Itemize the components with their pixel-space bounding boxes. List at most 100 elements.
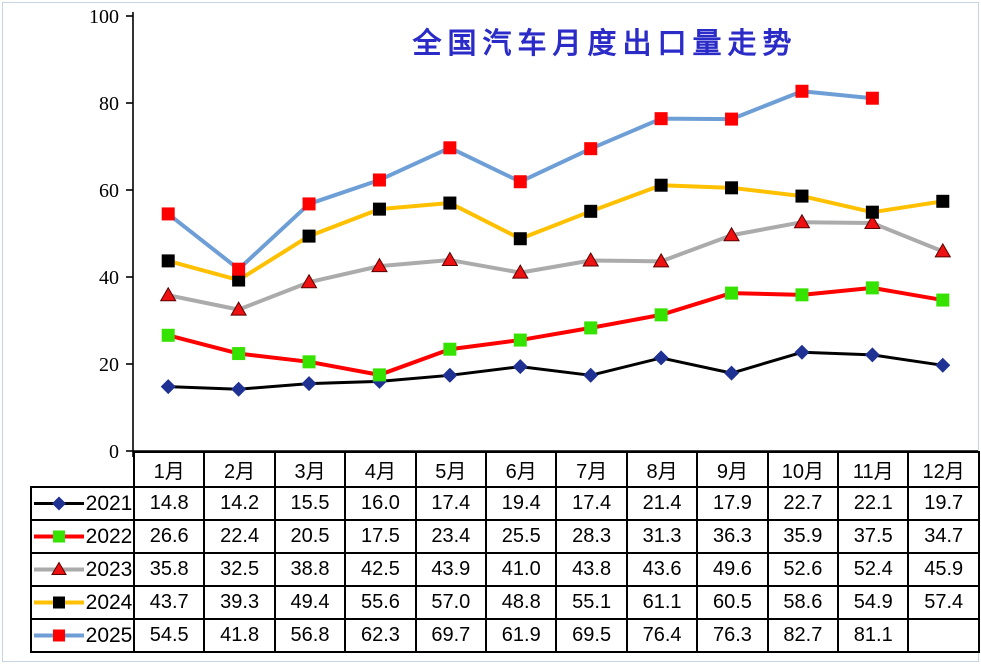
- legend-swatch-icon: [33, 629, 84, 642]
- data-table: 1月 2月 3月 4月 5月 6月 7月 8月 9月 10月 11月 12月 2021 14.8 14.2…: [30, 451, 980, 653]
- table-row: 2025 54.5 41.8 56.8 62.3 69.7 61.9 69.5 76.4 76.3…: [30, 618, 980, 653]
- svg-text:40: 40: [99, 267, 119, 289]
- value-cell: 48.8: [485, 585, 558, 620]
- value-cell: [907, 618, 980, 653]
- series-year-label: 2023: [85, 558, 133, 581]
- value-cell: 16.0: [344, 486, 417, 521]
- value-cell: 76.3: [696, 618, 769, 653]
- month-header: 7月: [555, 451, 628, 488]
- value-cell: 26.6: [132, 519, 206, 554]
- value-cell: 19.4: [485, 486, 558, 521]
- value-cell: 61.1: [625, 585, 699, 620]
- value-cell: 14.2: [203, 486, 276, 521]
- legend-item: 2022: [30, 519, 135, 554]
- table-body: 2021 14.8 14.2 15.5 16.0 17.4 19.4 17.4 21.4 17.9…: [30, 486, 980, 653]
- value-cell: 49.6: [696, 552, 769, 587]
- value-cell: 41.8: [203, 618, 276, 653]
- value-cell: 34.7: [907, 519, 980, 554]
- value-cell: 31.3: [625, 519, 699, 554]
- table-row: 2023 35.8 32.5 38.8 42.5 43.9 41.0 43.8 43.6 49.6…: [30, 552, 980, 587]
- value-cell: 17.9: [696, 486, 769, 521]
- month-header: 10月: [766, 451, 840, 488]
- value-cell: 49.4: [273, 585, 347, 620]
- month-header: 3月: [273, 451, 347, 488]
- month-header: 8月: [625, 451, 699, 488]
- legend-swatch-icon: [33, 561, 84, 575]
- value-cell: 52.4: [837, 552, 910, 587]
- chart-title: 全国汽车月度出口量走势: [412, 26, 798, 60]
- month-header: 11月: [837, 451, 910, 488]
- value-cell: 54.5: [132, 618, 206, 653]
- value-cell: 61.9: [485, 618, 558, 653]
- value-cell: 14.8: [132, 486, 206, 521]
- value-cell: 22.7: [766, 486, 840, 521]
- svg-text:20: 20: [99, 354, 119, 376]
- chart-content: 0 20 40 60 80 100: [89, 6, 979, 463]
- value-cell: 17.5: [344, 519, 417, 554]
- month-header: 1月: [132, 451, 206, 488]
- month-header: 4月: [344, 451, 417, 488]
- value-cell: 69.5: [555, 618, 628, 653]
- value-cell: 38.8: [273, 552, 347, 587]
- value-cell: 37.5: [837, 519, 910, 554]
- value-cell: 58.6: [766, 585, 840, 620]
- value-cell: 76.4: [625, 618, 699, 653]
- value-cell: 36.3: [696, 519, 769, 554]
- value-cell: 20.5: [273, 519, 347, 554]
- value-cell: 57.0: [414, 585, 488, 620]
- value-cell: 45.9: [907, 552, 980, 587]
- value-cell: 15.5: [273, 486, 347, 521]
- value-cell: 32.5: [203, 552, 276, 587]
- table-row: 2021 14.8 14.2 15.5 16.0 17.4 19.4 17.4 21.4 17.9…: [30, 486, 980, 521]
- value-cell: 43.9: [414, 552, 488, 587]
- value-cell: 82.7: [766, 618, 840, 653]
- value-cell: 81.1: [837, 618, 910, 653]
- legend-item: 2025: [30, 618, 135, 653]
- legend-item: 2021: [30, 486, 135, 521]
- value-cell: 21.4: [625, 486, 699, 521]
- series-year-label: 2021: [85, 492, 133, 515]
- legend-swatch-icon: [33, 530, 84, 543]
- value-cell: 22.1: [837, 486, 910, 521]
- value-cell: 17.4: [414, 486, 488, 521]
- value-cell: 25.5: [485, 519, 558, 554]
- value-cell: 60.5: [696, 585, 769, 620]
- value-cell: 57.4: [907, 585, 980, 620]
- table-corner: [31, 452, 134, 487]
- month-header: 12月: [907, 451, 980, 488]
- legend-swatch-icon: [33, 596, 84, 609]
- value-cell: 43.7: [132, 585, 206, 620]
- month-header: 6月: [485, 451, 558, 488]
- value-cell: 62.3: [344, 618, 417, 653]
- value-cell: 69.7: [414, 618, 488, 653]
- value-cell: 22.4: [203, 519, 276, 554]
- month-header: 5月: [414, 451, 488, 488]
- value-cell: 43.6: [625, 552, 699, 587]
- value-cell: 23.4: [414, 519, 488, 554]
- value-cell: 17.4: [555, 486, 628, 521]
- table-row: 2024 43.7 39.3 49.4 55.6 57.0 48.8 55.1 61.1 60.5…: [30, 585, 980, 620]
- value-cell: 41.0: [485, 552, 558, 587]
- value-cell: 39.3: [203, 585, 276, 620]
- value-cell: 28.3: [555, 519, 628, 554]
- value-cell: 35.8: [132, 552, 206, 587]
- month-header: 9月: [696, 451, 769, 488]
- table-row: 2022 26.6 22.4 20.5 17.5 23.4 25.5 28.3 31.3 36.3…: [30, 519, 980, 554]
- svg-text:0: 0: [109, 441, 119, 463]
- value-cell: 52.6: [766, 552, 840, 587]
- series-year-label: 2025: [85, 624, 133, 647]
- value-cell: 55.1: [555, 585, 628, 620]
- svg-text:60: 60: [99, 180, 119, 202]
- svg-text:100: 100: [89, 6, 119, 28]
- month-header: 2月: [203, 451, 276, 488]
- svg-text:80: 80: [99, 93, 119, 115]
- legend-swatch-icon: [33, 496, 84, 511]
- legend-item: 2023: [30, 552, 135, 587]
- value-cell: 54.9: [837, 585, 910, 620]
- table-header: 1月 2月 3月 4月 5月 6月 7月 8月 9月 10月 11月 12月: [31, 451, 980, 488]
- value-cell: 19.7: [907, 486, 980, 521]
- month-header-row: 1月 2月 3月 4月 5月 6月 7月 8月 9月 10月 11月 12月: [31, 451, 980, 488]
- value-cell: 35.9: [766, 519, 840, 554]
- legend-item: 2024: [30, 585, 135, 620]
